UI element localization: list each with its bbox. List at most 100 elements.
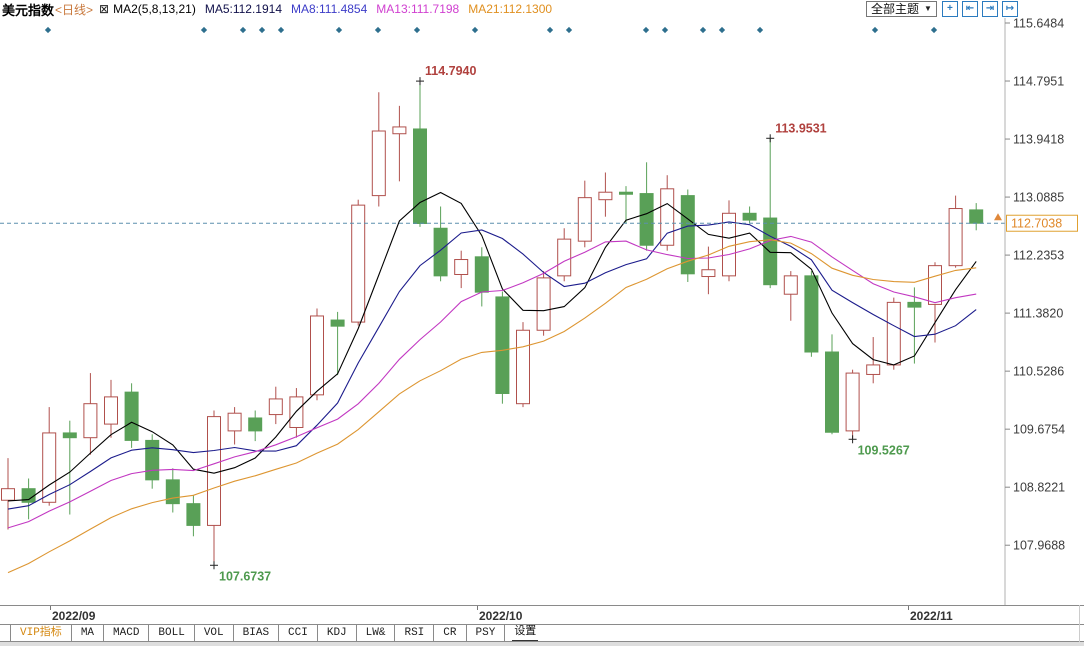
scroll-right-icon[interactable]: ⇥ [981,1,998,17]
candle-up [227,412,242,432]
event-dot [413,26,421,34]
price-annotation: 107.6737 [219,569,271,583]
candle-up [268,398,283,416]
tab-vol[interactable]: VOL [195,625,234,641]
candle-up [1,488,15,501]
candle-up [392,126,407,135]
candle-up [845,372,860,432]
candle-up [866,364,881,375]
bottom-scroll-strip[interactable] [0,642,1084,646]
period-label[interactable]: <日线> [55,2,94,17]
candle-up [783,275,798,295]
candle-up [207,416,221,526]
candle-up [536,277,551,331]
price-annotation: 109.5267 [858,443,910,457]
current-price-label: 112.7038 [1011,217,1062,231]
candle-up [577,197,592,242]
settings-button[interactable]: 设置 [512,625,539,641]
candle-up [454,259,469,275]
pan-icon[interactable]: + [941,1,958,17]
tab-boll[interactable]: BOLL [149,625,195,641]
ma-values: MA5:112.1914 MA8:111.4854 MA13:111.7198 MA2… [196,2,552,16]
jump-end-icon[interactable]: ↦ [1001,1,1018,17]
event-dot [200,26,208,34]
candle-up [83,403,98,439]
event-dot [44,26,52,34]
tab-rsi[interactable]: RSI [395,625,435,641]
candle-down [330,319,345,327]
chevron-down-icon: ▼ [924,4,932,13]
tab-cr[interactable]: CR [434,625,467,641]
candle-up [928,265,942,305]
candle-down [124,391,139,441]
toolbar: 全部主题 ▼ + ⇤ ⇥ ↦ [866,1,1018,17]
tab-bias[interactable]: BIAS [234,625,280,641]
current-price-box [1006,214,1078,232]
event-dot [471,26,479,34]
candle-down [969,209,984,224]
symbol-label: 美元指数 [2,2,55,18]
tab-ma[interactable]: MA [72,625,105,641]
price-annotation: 113.9531 [775,121,826,135]
y-axis-label: 107.9688 [1013,539,1065,553]
candle-up [598,191,613,201]
ma-value-5: MA5:112.1914 [204,2,282,16]
candle-down [742,212,757,221]
tab-vip指标[interactable]: VIP指标 [11,625,72,641]
candle-up [660,188,675,246]
candlestick-chart[interactable]: 114.7940 113.9531 109.5267 107.6737 115.6484… [0,17,1084,605]
ma-value-8: MA8:111.4854 [291,2,368,16]
price-annotation: 114.7940 [425,64,476,78]
event-dot [565,26,573,34]
kline-chart-icon[interactable]: ⊠ [99,2,110,16]
ma-value-13: MA13:111.7198 [376,2,460,16]
candle-down [680,195,695,275]
theme-dropdown[interactable]: 全部主题 ▼ [866,1,937,17]
theme-dropdown-label: 全部主题 [871,2,920,16]
candle-up [42,432,57,503]
price-marker-arrow-icon [994,213,1002,221]
candle-down [763,217,778,286]
scroll-left-icon[interactable]: ⇤ [961,1,978,17]
x-axis-label: 2022/11 [910,609,953,623]
candle-down [433,227,448,277]
event-dot [718,26,726,34]
event-dot [930,26,938,34]
y-axis-label: 111.3820 [1013,307,1063,321]
y-axis-label: 113.0885 [1013,191,1064,205]
event-dot [871,26,879,34]
candle-down [186,503,201,526]
x-axis-tick [50,606,51,610]
tab-macd[interactable]: MACD [104,625,150,641]
event-dot [756,26,764,34]
candle-down [165,479,180,505]
candle-down [248,417,263,432]
tab-psy[interactable]: PSY [467,625,506,641]
y-axis-label: 114.7951 [1013,75,1064,89]
x-axis-label: 2022/10 [479,609,523,623]
indicator-tabbar: VIP指标 MA MACD BOLL VOL BIAS CCI KDJ LW& RSI CR PSY … [0,624,1084,642]
tab-lw[interactable]: LW& [357,625,396,641]
y-axis-label: 108.8221 [1013,481,1065,495]
tab-kdj[interactable]: KDJ [318,625,357,641]
header: 美元指数 <日线> ⊠ MA2(5,8,13,21) MA5:112.1914 M… [0,0,1084,18]
candle-down [413,128,427,224]
y-axis-label: 112.2353 [1013,249,1064,263]
candle-up [516,329,530,405]
event-dot [699,26,707,34]
tab-cci[interactable]: CCI [279,625,318,641]
candle-down [62,432,77,439]
y-axis-label: 109.6754 [1013,423,1065,437]
toolbar-icons: + ⇤ ⇥ ↦ [941,1,1018,17]
candle-down [825,351,839,433]
event-dot [374,26,382,34]
candle-down [145,439,160,481]
candle-up [701,269,716,278]
candle-up [886,301,901,366]
candle-up [371,130,386,197]
y-axis-label: 110.5286 [1013,365,1064,379]
candle-down [619,191,633,195]
right-edge-divider [1079,605,1080,642]
candle-up [351,204,366,323]
event-dot [642,26,650,34]
